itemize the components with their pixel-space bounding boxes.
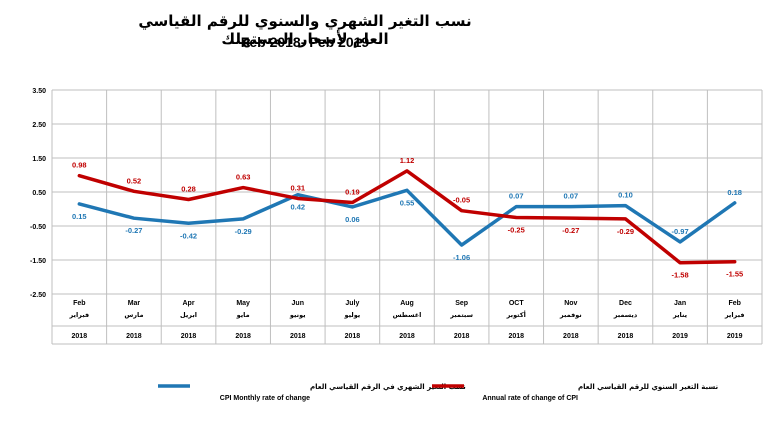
data-label-monthly: -1.06 xyxy=(453,253,470,262)
x-tick-label-year: 2018 xyxy=(126,333,142,340)
x-tick-label-ar: سبتمبر xyxy=(449,311,473,319)
y-tick-label: -2.50 xyxy=(30,292,46,299)
data-label-annual: 1.12 xyxy=(400,156,415,165)
x-tick-label-year: 2019 xyxy=(672,333,688,340)
y-tick-label: 0.50 xyxy=(32,190,46,197)
x-tick-label-en: Jun xyxy=(292,300,304,307)
legend-label-en-annual: Annual rate of change of CPI xyxy=(482,395,578,402)
legend-label-en-monthly: CPI Monthly rate of change xyxy=(220,395,310,402)
y-tick-label: 3.50 xyxy=(32,88,46,95)
y-tick-label: 2.50 xyxy=(32,122,46,129)
x-tick-label-ar: يونيو xyxy=(289,311,306,319)
x-tick-label-ar: اغسطس xyxy=(393,311,422,319)
series-line-monthly xyxy=(77,188,737,247)
data-label-monthly: 0.10 xyxy=(618,191,633,200)
x-tick-label-ar: ابريل xyxy=(180,311,197,319)
y-tick-label: -1.50 xyxy=(30,258,46,265)
data-label-annual: 0.63 xyxy=(236,173,251,182)
chart-title-english: Feb 2018- Feb 2019 xyxy=(240,34,370,50)
x-tick-label-ar: مارس xyxy=(124,311,143,319)
x-tick-label-year: 2018 xyxy=(454,333,470,340)
x-tick-label-en: Aug xyxy=(400,300,414,307)
data-label-annual: -0.27 xyxy=(562,226,579,235)
x-tick-label-year: 2018 xyxy=(72,333,88,340)
x-tick-label-ar: يناير xyxy=(672,311,687,319)
x-tick-label-en: May xyxy=(236,300,250,307)
data-label-annual: 0.19 xyxy=(345,188,360,197)
x-tick-label-en: Nov xyxy=(564,300,577,307)
x-tick-label-year: 2018 xyxy=(618,333,634,340)
data-label-monthly: -0.42 xyxy=(180,231,197,240)
x-tick-label-year: 2018 xyxy=(399,333,415,340)
x-tick-label-ar: يوليو xyxy=(344,311,361,319)
x-tick-label-en: Dec xyxy=(619,300,632,307)
x-tick-label-en: Jan xyxy=(674,300,686,307)
data-label-monthly: -0.27 xyxy=(125,226,142,235)
x-tick-label-en: Mar xyxy=(128,300,141,307)
data-label-monthly: 0.06 xyxy=(345,215,360,224)
y-tick-label: 1.50 xyxy=(32,156,46,163)
legend-label-ar-monthly: نسب التغير الشهري في الرقم القياسي العام xyxy=(310,383,466,391)
x-tick-label-en: OCT xyxy=(509,300,525,307)
data-label-monthly: 0.07 xyxy=(564,192,579,201)
data-label-annual: -0.25 xyxy=(508,226,525,235)
series-line-annual xyxy=(77,169,737,265)
data-label-monthly: -0.29 xyxy=(235,227,252,236)
x-tick-label-year: 2018 xyxy=(235,333,251,340)
data-label-monthly: 0.55 xyxy=(400,198,415,207)
x-tick-label-ar: ديسمبر xyxy=(613,311,638,319)
x-tick-label-year: 2018 xyxy=(345,333,361,340)
y-tick-label: -0.50 xyxy=(30,224,46,231)
x-tick-label-ar: أكتوبر xyxy=(506,310,526,319)
chart-title-arabic: نسب التغير الشهري والسنوي للرقم القياسي … xyxy=(138,12,472,48)
data-label-annual: 0.52 xyxy=(127,176,142,185)
x-tick-label-year: 2018 xyxy=(290,333,306,340)
x-tick-label-year: 2018 xyxy=(181,333,197,340)
x-tick-label-en: Apr xyxy=(183,300,195,307)
data-label-annual: -1.55 xyxy=(726,270,743,279)
x-tick-label-en: July xyxy=(345,300,359,307)
data-label-monthly: -0.97 xyxy=(672,227,689,236)
data-label-annual: 0.31 xyxy=(290,183,305,192)
x-tick-label-year: 2018 xyxy=(508,333,524,340)
data-label-monthly: 0.18 xyxy=(727,188,742,197)
x-tick-label-ar: نوفمبر xyxy=(559,311,582,319)
data-label-monthly: 0.42 xyxy=(290,203,305,212)
data-label-annual: -1.58 xyxy=(672,271,689,280)
legend-label-ar-annual: نسبة التغير السنوي للرقم القياسي العام xyxy=(578,383,718,391)
x-tick-label-year: 2019 xyxy=(727,333,743,340)
x-tick-label-ar: فبراير xyxy=(724,311,745,319)
x-tick-label-en: Sep xyxy=(455,300,468,307)
data-label-monthly: 0.15 xyxy=(72,212,87,221)
x-tick-label-en: Feb xyxy=(73,300,85,307)
x-tick-label-ar: فبراير xyxy=(68,311,89,319)
data-label-annual: -0.29 xyxy=(617,227,634,236)
x-tick-label-en: Feb xyxy=(728,300,740,307)
data-label-annual: 0.28 xyxy=(181,184,196,193)
data-label-annual: 0.98 xyxy=(72,161,87,170)
x-tick-label-ar: مايو xyxy=(236,311,250,319)
data-label-monthly: 0.07 xyxy=(509,192,524,201)
data-label-annual: -0.05 xyxy=(453,196,470,205)
x-tick-label-year: 2018 xyxy=(563,333,579,340)
